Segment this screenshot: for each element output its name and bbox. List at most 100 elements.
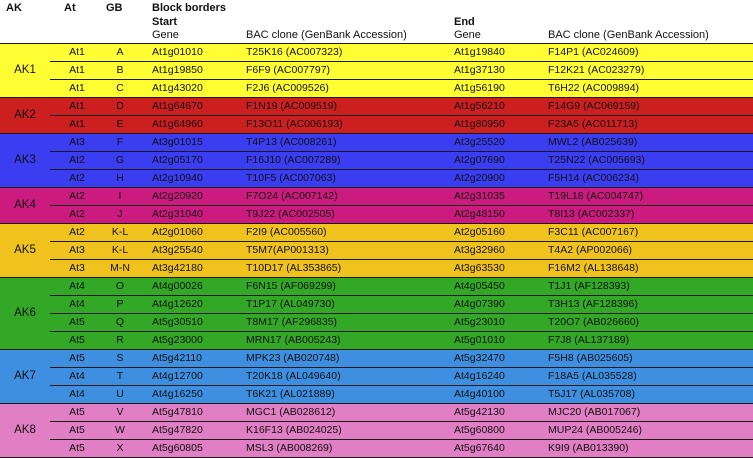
end-bac-cell: T1J1 (AF128393)	[548, 280, 630, 292]
end-gene-cell: At1g56190	[454, 82, 505, 94]
at-cell: At3	[69, 244, 85, 256]
at-cell: At5	[69, 352, 85, 364]
start-bac-cell: F6N15 (AF069299)	[246, 280, 336, 292]
start-gene-cell: At2g31040	[152, 208, 203, 220]
gb-cell: H	[116, 172, 124, 184]
start-bac-cell: MPK23 (AB020748)	[246, 352, 340, 364]
header-end: End	[454, 16, 475, 28]
gb-cell: V	[116, 406, 124, 418]
table-row: At5 W At5g47820 K16F13 (AB024025) At5g60800 M…	[0, 421, 753, 439]
header-gb: GB	[106, 2, 123, 14]
start-gene-cell: At3g01015	[152, 136, 203, 148]
end-bac-cell: F5H8 (AB025605)	[548, 352, 633, 364]
end-gene-cell: At4g40100	[454, 388, 505, 400]
at-cell: At2	[69, 190, 85, 202]
end-gene-cell: At2g05160	[454, 226, 505, 238]
ak-group-label: AK7	[0, 350, 50, 403]
end-gene-cell: At3g25520	[454, 136, 505, 148]
end-bac-cell: T4A2 (AP002066)	[548, 244, 633, 256]
table-row: At4 U At4g16250 T6K21 (AL021889) At4g40100 T5…	[0, 385, 753, 403]
table-row: At1 A At1g01010 T25K16 (AC007323) At1g19840 F…	[0, 43, 753, 61]
gb-cell: W	[115, 424, 125, 436]
at-cell: At1	[69, 100, 85, 112]
ak-group-label: AK1	[0, 44, 50, 97]
gb-cell: X	[116, 442, 124, 454]
gb-cell: A	[116, 46, 124, 58]
gb-cell: T	[116, 370, 124, 382]
end-gene-cell: At2g48150	[454, 208, 505, 220]
gb-cell: U	[116, 388, 124, 400]
end-gene-cell: At1g19840	[454, 46, 505, 58]
start-bac-cell: F16J10 (AC007289)	[246, 154, 341, 166]
start-bac-cell: T4P13 (AC008261)	[246, 136, 337, 148]
end-bac-cell: T8I13 (AC002337)	[548, 208, 635, 220]
start-gene-cell: At5g30510	[152, 316, 203, 328]
start-bac-cell: F13O11 (AC006193)	[246, 118, 343, 130]
ak-group-label: AK5	[0, 224, 50, 277]
start-gene-cell: At1g64960	[152, 118, 203, 130]
table-row: At5 X At5g60805 MSL3 (AB008269) At5g67640 K9I…	[0, 439, 753, 457]
end-bac-cell: K9I9 (AB013390)	[548, 442, 629, 454]
start-bac-cell: T8M17 (AF296835)	[246, 316, 338, 328]
end-bac-cell: F3C11 (AC007167)	[548, 226, 639, 238]
start-gene-cell: At5g42110	[152, 352, 203, 364]
table-row: At5 S At5g42110 MPK23 (AB020748) At5g32470 F5…	[0, 349, 753, 367]
gb-cell: P	[116, 298, 124, 310]
start-gene-cell: At5g60805	[152, 442, 203, 454]
start-gene-cell: At5g47820	[152, 424, 203, 436]
start-gene-cell: At4g00026	[152, 280, 203, 292]
end-bac-cell: T19L18 (AC004747)	[548, 190, 644, 202]
end-bac-cell: F14G9 (AC069159)	[548, 100, 640, 112]
end-gene-cell: At2g31035	[454, 190, 505, 202]
table-row: At5 Q At5g30510 T8M17 (AF296835) At5g23010 T2…	[0, 313, 753, 331]
gb-cell: O	[115, 280, 125, 292]
at-cell: At5	[69, 424, 85, 436]
gb-cell: C	[116, 82, 124, 94]
start-bac-cell: MSL3 (AB008269)	[246, 442, 333, 454]
start-gene-cell: At2g01060	[152, 226, 203, 238]
start-gene-cell: At5g23000	[152, 334, 203, 346]
table-row: At2 J At2g31040 T9J22 (AC002505) At2g48150 T8…	[0, 205, 753, 223]
at-cell: At2	[69, 154, 85, 166]
at-cell: At1	[69, 46, 85, 58]
at-cell: At4	[69, 370, 85, 382]
end-bac-cell: F18A5 (AL035528)	[548, 370, 637, 382]
end-bac-cell: T20O7 (AB026660)	[548, 316, 640, 328]
gb-cell: E	[116, 118, 124, 130]
table-row: At1 E At1g64960 F13O11 (AC006193) At1g80950 F…	[0, 115, 753, 133]
at-cell: At2	[69, 172, 85, 184]
start-bac-cell: T9J22 (AC002505)	[246, 208, 335, 220]
end-bac-cell: F12K21 (AC023279)	[548, 64, 645, 76]
gb-cell: R	[116, 334, 124, 346]
end-gene-cell: At4g05450	[454, 280, 505, 292]
start-bac-cell: T10D17 (AL353865)	[246, 262, 342, 274]
start-bac-cell: T20K18 (AL049640)	[246, 370, 341, 382]
end-gene-cell: At2g07690	[454, 154, 505, 166]
start-bac-cell: F7O24 (AC007142)	[246, 190, 338, 202]
start-bac-cell: F6F9 (AC007797)	[246, 64, 331, 76]
start-bac-cell: T6K21 (AL021889)	[246, 388, 335, 400]
at-cell: At1	[69, 64, 85, 76]
start-gene-cell: At1g01010	[152, 46, 203, 58]
gb-cell: F	[116, 136, 124, 148]
end-bac-cell: MUP24 (AB005246)	[548, 424, 642, 436]
start-bac-cell: F2I9 (AC005560)	[246, 226, 327, 238]
end-gene-cell: At4g16240	[454, 370, 505, 382]
table-row: At2 I At2g20920 F7O24 (AC007142) At2g31035 T1…	[0, 187, 753, 205]
end-bac-cell: MJC20 (AB017067)	[548, 406, 641, 418]
table-row: At5 V At5g47810 MGC1 (AB028612) At5g42130 MJC…	[0, 403, 753, 421]
table-row: At4 P At4g12620 T1P17 (AL049730) At4g07390 T3…	[0, 295, 753, 313]
start-bac-cell: K16F13 (AB024025)	[246, 424, 342, 436]
end-gene-cell: At4g07390	[454, 298, 505, 310]
table-row: At2 K-L At2g01060 F2I9 (AC005560) At2g05160 F…	[0, 223, 753, 241]
start-gene-cell: At2g10940	[152, 172, 203, 184]
at-cell: At3	[69, 136, 85, 148]
start-bac-cell: T10F5 (AC007063)	[246, 172, 336, 184]
start-bac-cell: T5M7(AP001313)	[246, 244, 329, 256]
table-row: At1 C At1g43020 F2J6 (AC009526) At1g56190 T6H…	[0, 79, 753, 97]
at-cell: At3	[69, 262, 85, 274]
at-cell: At5	[69, 406, 85, 418]
end-gene-cell: At5g01010	[454, 334, 505, 346]
table-row: At2 H At2g10940 T10F5 (AC007063) At2g20900 F5…	[0, 169, 753, 187]
